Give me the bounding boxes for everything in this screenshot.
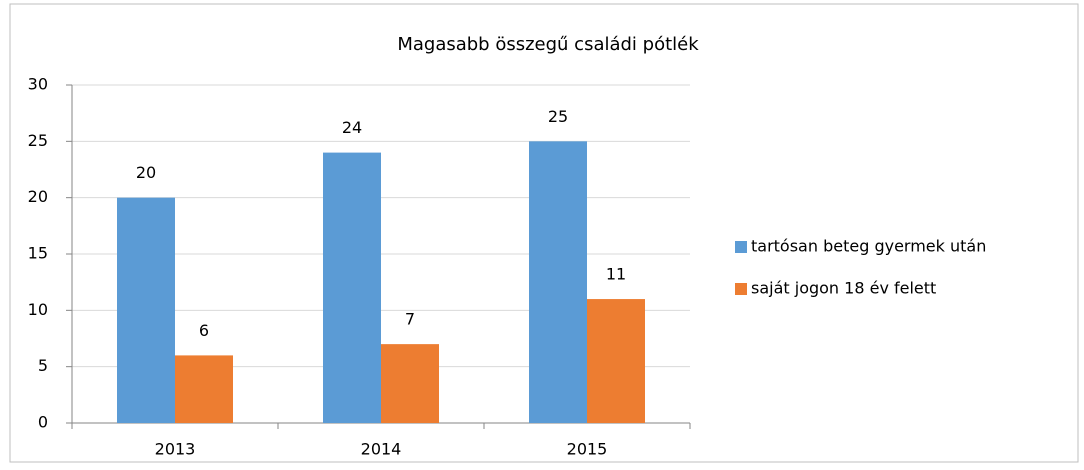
x-tick-label: 2014 — [361, 440, 402, 459]
y-tick-label: 10 — [28, 300, 48, 319]
legend-label: tartósan beteg gyermek után — [751, 237, 986, 256]
x-tick-label: 2013 — [155, 440, 196, 459]
bar — [117, 197, 175, 423]
legend-swatch — [735, 241, 747, 253]
y-tick-label: 5 — [38, 356, 48, 375]
legend-label: saját jogon 18 év felett — [751, 279, 936, 298]
bar — [323, 152, 381, 423]
bar — [529, 141, 587, 424]
data-label: 11 — [606, 265, 626, 284]
x-tick-label: 2015 — [567, 440, 608, 459]
bar — [175, 355, 233, 423]
y-tick-label: 25 — [28, 131, 48, 150]
legend-swatch — [735, 283, 747, 295]
bar — [381, 344, 439, 423]
y-tick-label: 30 — [28, 75, 48, 94]
data-label: 6 — [199, 321, 209, 340]
y-tick-label: 20 — [28, 187, 48, 206]
bar — [587, 299, 645, 423]
chart-title: Magasabb összegű családi pótlék — [397, 34, 699, 55]
data-label: 25 — [548, 107, 568, 126]
data-label: 7 — [405, 310, 415, 329]
data-label: 20 — [136, 163, 156, 182]
y-tick-label: 15 — [28, 244, 48, 263]
data-label: 24 — [342, 118, 362, 137]
y-tick-label: 0 — [38, 413, 48, 432]
